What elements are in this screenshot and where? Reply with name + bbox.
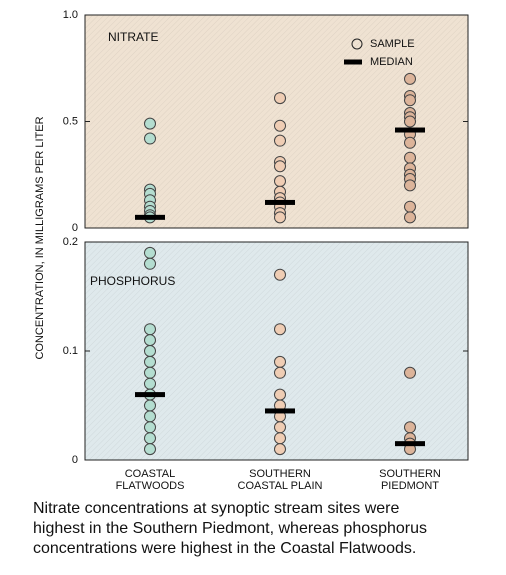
x-category-label: SOUTHERN	[379, 468, 441, 480]
sample-point	[274, 432, 286, 445]
y-tick-label: 0	[72, 454, 78, 466]
sample-point	[274, 388, 286, 401]
sample-point	[144, 355, 156, 368]
panel-title: NITRATE	[108, 30, 158, 44]
sample-point	[144, 410, 156, 423]
sample-point	[404, 421, 416, 434]
y-tick-label: 0.5	[63, 115, 78, 127]
caption-line: highest in the Southern Piedmont, wherea…	[33, 520, 427, 537]
sample-point	[274, 366, 286, 379]
sample-point	[274, 92, 286, 105]
sample-point	[404, 94, 416, 107]
sample-point	[404, 136, 416, 149]
sample-point	[144, 334, 156, 347]
sample-point	[404, 151, 416, 164]
sample-point	[274, 211, 286, 224]
sample-point	[144, 132, 156, 145]
median-bar	[265, 199, 295, 205]
sample-point	[274, 119, 286, 132]
y-tick-label: 0	[72, 222, 78, 234]
sample-point	[274, 421, 286, 434]
sample-point	[404, 366, 416, 379]
legend-sample-label: SAMPLE	[370, 38, 415, 50]
caption-line: Nitrate concentrations at synoptic strea…	[33, 500, 399, 517]
sample-point	[144, 345, 156, 357]
sample-point	[404, 179, 416, 192]
sample-point	[274, 443, 286, 456]
median-bar	[135, 214, 165, 220]
sample-point	[144, 432, 156, 445]
y-tick-label: 0.2	[63, 236, 78, 248]
y-tick-label: 1.0	[63, 9, 78, 21]
sample-point	[144, 323, 156, 336]
x-category-label: SOUTHERN	[249, 468, 311, 480]
legend-sample-marker	[351, 38, 363, 50]
y-axis-label: CONCENTRATION, IN MILLIGRAMS PER LITER	[34, 116, 46, 359]
x-category-label: FLATWOODS	[116, 480, 185, 492]
panel-title: PHOSPHORUS	[90, 274, 175, 288]
sample-point	[274, 134, 286, 147]
sample-point	[144, 257, 156, 270]
sample-point	[274, 323, 286, 336]
sample-point	[144, 443, 156, 456]
median-bar	[265, 408, 295, 414]
sample-point	[404, 211, 416, 224]
sample-point	[144, 246, 156, 259]
x-category-label: PIEDMONT	[381, 480, 439, 492]
x-category-label: COASTAL PLAIN	[238, 480, 323, 492]
median-bar	[135, 392, 165, 398]
sample-point	[144, 399, 156, 412]
sample-point	[144, 377, 156, 390]
median-bar	[395, 441, 425, 447]
y-tick-label: 0.1	[63, 345, 78, 357]
sample-point	[404, 115, 416, 128]
sample-point	[274, 160, 286, 173]
x-category-label: COASTAL	[125, 468, 176, 480]
sample-point	[144, 421, 156, 434]
caption-line: concentrations were highest in the Coast…	[33, 540, 416, 557]
sample-point	[144, 117, 156, 130]
legend-median-label: MEDIAN	[370, 56, 413, 68]
sample-point	[144, 366, 156, 379]
legend-median-marker	[344, 59, 362, 65]
sample-point	[274, 355, 286, 368]
sample-point	[404, 200, 416, 213]
sample-point	[404, 72, 416, 85]
sample-point	[274, 268, 286, 281]
median-bar	[395, 127, 425, 133]
sample-point	[274, 175, 286, 188]
